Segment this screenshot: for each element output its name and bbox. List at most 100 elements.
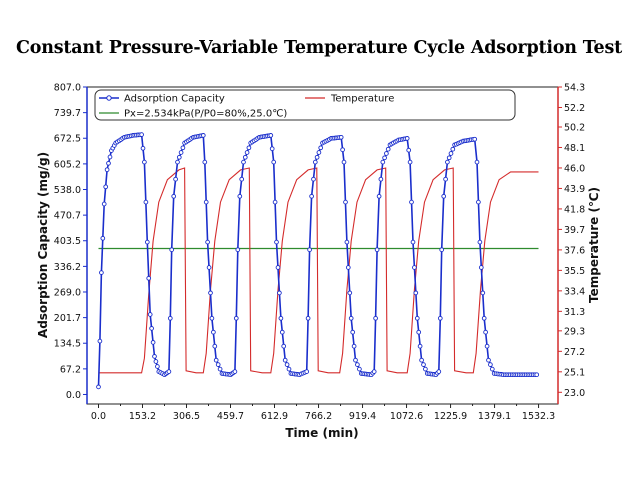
series-layer <box>96 132 540 390</box>
y-right-tick-label: 31.3 <box>564 307 585 318</box>
y-left-tick-label: 739.7 <box>54 108 81 119</box>
adsorption-marker <box>534 372 540 378</box>
adsorption-marker <box>209 315 215 321</box>
adsorption-marker <box>167 315 173 321</box>
adsorption-marker <box>281 343 287 349</box>
adsorption-marker <box>416 329 422 335</box>
adsorption-marker <box>318 145 324 151</box>
adsorption-marker <box>233 315 239 321</box>
adsorption-marker <box>351 343 357 349</box>
adsorption-marker <box>213 357 219 363</box>
adsorption-marker <box>169 247 175 253</box>
x-tick-label: 1225.9 <box>434 411 467 422</box>
adsorption-marker <box>99 270 104 275</box>
adsorption-marker <box>304 369 310 374</box>
x-tick-label: 306.5 <box>173 411 200 422</box>
adsorption-marker <box>235 247 241 253</box>
adsorption-marker <box>205 239 210 245</box>
adsorption-marker <box>275 265 281 270</box>
adsorption-marker <box>445 159 450 165</box>
adsorption-marker <box>312 159 318 165</box>
adsorption-marker <box>484 343 490 349</box>
adsorption-marker <box>344 239 350 245</box>
adsorption-marker <box>448 151 454 156</box>
adsorption-marker <box>305 315 311 321</box>
adsorption-marker <box>200 133 206 138</box>
y-right-tick-label: 39.7 <box>564 225 585 236</box>
adsorption-marker <box>355 362 360 367</box>
axes-layer: 0.0 153.2 306.5 459.7 612.9 766.2 919.4 1072.6 1… <box>54 83 585 423</box>
adsorption-marker <box>421 362 426 367</box>
y-right-tick-label: 50.2 <box>564 122 585 133</box>
adsorption-marker <box>144 239 150 245</box>
adsorption-marker <box>353 357 358 363</box>
y-left-tick-label: 269.0 <box>54 287 81 298</box>
adsorption-marker <box>343 199 348 205</box>
adsorption-marker <box>217 366 223 372</box>
adsorption-marker <box>371 369 377 374</box>
adsorption-marker <box>146 275 152 281</box>
adsorption-marker <box>477 239 483 245</box>
adsorption-marker <box>97 338 103 344</box>
y-left-tick-label: 672.5 <box>54 134 81 145</box>
adsorption-marker <box>152 354 157 359</box>
adsorption-marker <box>486 357 491 363</box>
adsorption-marker <box>180 145 186 151</box>
x-axis-label: Time (min) <box>285 426 358 440</box>
adsorption-marker <box>406 147 412 153</box>
series-temperature-line <box>98 167 539 374</box>
adsorption-marker <box>441 193 447 199</box>
adsorption-marker <box>101 201 107 207</box>
adsorption-marker <box>147 312 153 317</box>
adsorption-marker <box>439 247 445 253</box>
adsorption-marker <box>173 176 178 182</box>
x-tick-label: 1379.1 <box>478 411 511 422</box>
adsorption-marker <box>202 159 208 165</box>
adsorption-marker <box>269 146 275 152</box>
legend: Adsorption Capacity Temperature Px=2.534kP… <box>94 89 516 121</box>
y-right-tick-label: 48.1 <box>564 143 585 154</box>
adsorption-marker <box>212 343 218 349</box>
adsorption-marker <box>350 329 356 335</box>
adsorption-marker <box>309 193 314 199</box>
adsorption-marker <box>239 176 245 182</box>
y-right-axis-label: Temperature (℃) <box>587 187 601 303</box>
adsorption-marker <box>316 150 322 155</box>
y-right-tick-label: 52.2 <box>564 103 585 114</box>
adsorption-marker <box>478 265 484 270</box>
x-tick-label: 612.9 <box>261 411 288 422</box>
adsorption-marker <box>153 359 159 364</box>
adsorption-marker <box>208 290 213 296</box>
adsorption-marker <box>271 159 277 165</box>
adsorption-marker <box>385 146 391 152</box>
adsorption-marker <box>476 199 481 205</box>
adsorption-marker <box>483 329 488 335</box>
x-tick-label: 766.2 <box>305 411 332 422</box>
adsorption-marker <box>374 247 380 253</box>
adsorption-marker <box>373 315 378 321</box>
adsorption-marker <box>436 369 442 374</box>
adsorption-marker <box>450 146 456 152</box>
y-right-tick-label: 41.8 <box>564 204 585 215</box>
y-left-tick-label: 538.0 <box>54 185 81 196</box>
adsorption-marker <box>242 154 248 160</box>
y-right-tick-label: 33.4 <box>564 286 585 297</box>
adsorption-marker <box>142 159 147 165</box>
x-tick-label: 0.0 <box>91 411 106 422</box>
y-right-tick-label: 37.6 <box>564 245 585 256</box>
adsorption-marker <box>480 290 486 296</box>
adsorption-marker <box>268 133 274 138</box>
adsorption-marker <box>274 239 279 245</box>
adsorption-marker <box>378 176 384 182</box>
adsorption-marker <box>166 369 172 374</box>
x-tick-label: 1532.3 <box>522 411 555 422</box>
y-left-tick-label: 201.7 <box>54 313 81 324</box>
page-title: Constant Pressure-Variable Temperature C… <box>16 38 622 58</box>
adsorption-marker <box>314 154 320 160</box>
x-tick-label: 919.4 <box>349 411 376 422</box>
adsorption-marker <box>414 315 420 321</box>
adsorption-marker <box>100 235 106 241</box>
adsorption-marker <box>149 326 154 331</box>
y-right-tick-label: 27.2 <box>564 347 585 358</box>
legend-reference-label: Px=2.534kPa(P/P0=80%,25.0℃) <box>124 109 287 120</box>
